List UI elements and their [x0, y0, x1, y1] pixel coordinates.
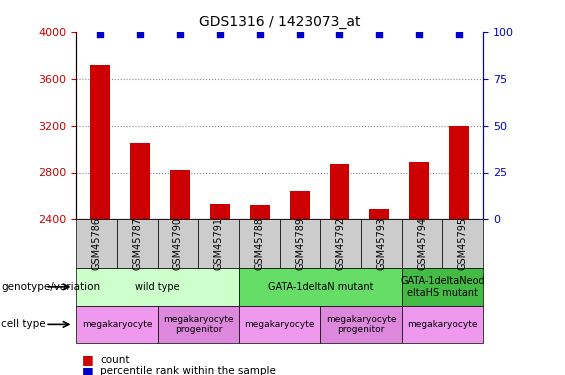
Text: GSM45795: GSM45795: [458, 217, 468, 270]
Point: [295, 31, 304, 37]
Text: wild type: wild type: [136, 282, 180, 292]
Bar: [290, 191, 310, 219]
Bar: [449, 126, 469, 219]
Bar: [250, 206, 270, 219]
Text: GSM45794: GSM45794: [417, 217, 427, 270]
Bar: [130, 143, 150, 219]
Text: GSM45787: GSM45787: [132, 217, 142, 270]
Text: megakaryocyte: megakaryocyte: [407, 320, 477, 329]
Bar: [329, 164, 350, 219]
Text: ■: ■: [82, 365, 94, 375]
Point: [335, 31, 344, 37]
Point: [455, 31, 464, 37]
Text: percentile rank within the sample: percentile rank within the sample: [100, 366, 276, 375]
Bar: [90, 64, 110, 219]
Text: GSM45791: GSM45791: [214, 217, 224, 270]
Text: cell type: cell type: [1, 320, 46, 329]
Point: [176, 31, 185, 37]
Text: count: count: [100, 355, 129, 365]
Title: GDS1316 / 1423073_at: GDS1316 / 1423073_at: [199, 15, 360, 30]
Bar: [210, 204, 230, 219]
Point: [255, 31, 264, 37]
Text: GATA-1deltaN mutant: GATA-1deltaN mutant: [268, 282, 373, 292]
Text: genotype/variation: genotype/variation: [1, 282, 100, 292]
Bar: [370, 209, 389, 219]
Text: GSM45789: GSM45789: [295, 217, 305, 270]
Bar: [170, 170, 190, 219]
Point: [215, 31, 224, 37]
Text: GSM45793: GSM45793: [376, 217, 386, 270]
Point: [375, 31, 384, 37]
Text: GSM45786: GSM45786: [92, 217, 102, 270]
Point: [415, 31, 424, 37]
Text: GATA-1deltaNeod
eltaHS mutant: GATA-1deltaNeod eltaHS mutant: [400, 276, 485, 298]
Text: ■: ■: [82, 354, 94, 366]
Text: GSM45788: GSM45788: [254, 217, 264, 270]
Text: megakaryocyte
progenitor: megakaryocyte progenitor: [163, 315, 233, 334]
Text: GSM45792: GSM45792: [336, 217, 346, 270]
Text: megakaryocyte: megakaryocyte: [82, 320, 152, 329]
Point: [136, 31, 145, 37]
Text: GSM45790: GSM45790: [173, 217, 183, 270]
Text: megakaryocyte
progenitor: megakaryocyte progenitor: [326, 315, 396, 334]
Point: [95, 31, 105, 37]
Text: megakaryocyte: megakaryocyte: [245, 320, 315, 329]
Bar: [409, 162, 429, 219]
